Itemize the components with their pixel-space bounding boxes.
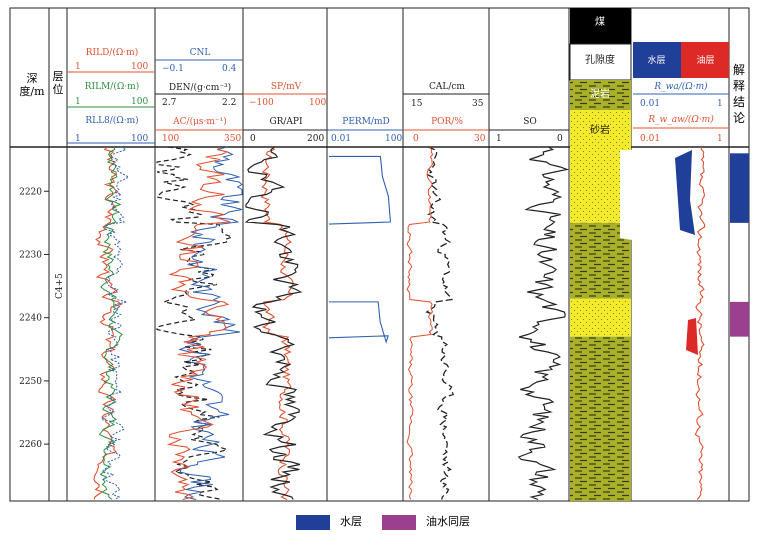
porosity-label: 孔隙度	[585, 55, 615, 66]
ac-label: AC/(μs·m⁻¹)	[173, 117, 227, 127]
rll8-max: 100	[131, 134, 149, 144]
rll8-min: 1	[75, 134, 81, 144]
legend-oilwater-label: 油水同层	[426, 515, 470, 528]
cnl-label: CNL	[189, 48, 211, 58]
sp-max: 100	[309, 98, 327, 108]
interp-block-0	[730, 153, 749, 223]
layer-header: 层位	[52, 70, 64, 96]
depth-tick-label-1: 2230	[19, 250, 42, 260]
ac-min: 100	[162, 134, 180, 144]
rild-label: RILD/(Ω·m)	[85, 48, 139, 58]
depth-tick-label-3: 2250	[19, 377, 42, 387]
den-label: DEN/(g·cm⁻³)	[168, 83, 232, 93]
cal-label: CAL/cm	[429, 82, 465, 92]
rilm-label: RILM/(Ω·m)	[84, 82, 140, 92]
depth-tick-label-0: 2220	[19, 187, 42, 197]
rwaw-label: R_w_aw/(Ω·m)	[648, 115, 714, 125]
rwa-min: 0.01	[640, 99, 661, 109]
water-layer-label: 水层	[647, 56, 666, 66]
rwaw-curve	[694, 146, 706, 500]
sandstone-label: 砂岩	[590, 125, 610, 136]
legend-water: 水层	[296, 514, 362, 530]
rwa-label: R_wa/(Ω·m)	[654, 82, 708, 92]
perm-min: 0.01	[331, 134, 352, 144]
legend-oilwater: 油水同层	[382, 514, 470, 530]
rilm-max: 100	[131, 97, 149, 107]
rild-curve	[93, 146, 123, 500]
oil-layer-box	[681, 42, 729, 78]
legend-oilwater-swatch	[382, 514, 416, 530]
cnl-curve	[178, 146, 243, 500]
rilm-min: 1	[75, 97, 81, 107]
cal-curve	[425, 146, 455, 500]
sp-min: −100	[249, 98, 274, 108]
por-max: 30	[474, 134, 486, 144]
gr-max: 200	[307, 134, 325, 144]
rll8-label: RLL8/(Ω·m)	[85, 116, 139, 126]
coal-label: 煤	[595, 17, 605, 28]
perm-segment-1	[328, 301, 389, 344]
rwaw-max: 1	[717, 134, 723, 144]
mudstone-box	[570, 80, 631, 110]
interp-header: 解释结论	[732, 63, 745, 125]
mudstone-label: 泥岩	[590, 89, 610, 100]
legend-water-swatch	[296, 514, 330, 530]
interp-block-1	[730, 301, 749, 337]
water-layer-box	[633, 42, 681, 78]
lithology-2	[570, 298, 631, 337]
cnl-max: 0.4	[222, 64, 237, 74]
ac-max: 350	[224, 134, 242, 144]
rwa-oil-fill	[686, 318, 698, 355]
den-max: 2.2	[222, 98, 237, 108]
den-min: 2.7	[162, 98, 177, 108]
lithology-3	[570, 336, 631, 501]
sandstone-box	[570, 110, 631, 147]
por-label: POR/%	[431, 117, 463, 127]
por-curve	[406, 146, 434, 500]
cal-min: 15	[411, 99, 423, 109]
depth-header: 深度/m	[19, 72, 45, 98]
coal-box	[570, 8, 631, 44]
gr-label: GR/API	[269, 117, 303, 127]
den-curve	[155, 146, 234, 501]
so-label: SO	[523, 117, 537, 127]
legend-water-label: 水层	[340, 515, 362, 528]
so-min: 1	[496, 134, 502, 144]
gr-min: 0	[250, 134, 256, 144]
por-min: 0	[413, 134, 419, 144]
layer-name: C4+5	[55, 273, 65, 299]
so-curve	[517, 146, 570, 501]
rwa-max: 1	[717, 99, 723, 109]
cnl-min: −0.1	[162, 64, 184, 74]
depth-tick-label-4: 2260	[19, 440, 42, 450]
gr-curve	[244, 146, 303, 500]
well-log-chart: 2220 2230 2240 2250 2260 C4+5	[9, 7, 750, 502]
porosity-fill	[620, 150, 632, 240]
rild-max: 100	[131, 62, 149, 72]
sp-label: SP/mV	[270, 82, 302, 92]
cal-max: 35	[472, 99, 484, 109]
frame	[9, 7, 750, 502]
so-max: 0	[557, 134, 563, 144]
perm-label: PERM/mD	[342, 117, 390, 127]
depth-tick-label-2: 2240	[19, 314, 42, 324]
rwa-water-fill	[675, 150, 695, 235]
oil-layer-label: 油层	[696, 56, 715, 66]
rild-min: 1	[75, 62, 81, 72]
ac-curve	[166, 146, 231, 501]
perm-max: 100	[385, 134, 403, 144]
rwaw-min: 0.01	[640, 134, 661, 144]
perm-segment-0	[328, 155, 392, 225]
